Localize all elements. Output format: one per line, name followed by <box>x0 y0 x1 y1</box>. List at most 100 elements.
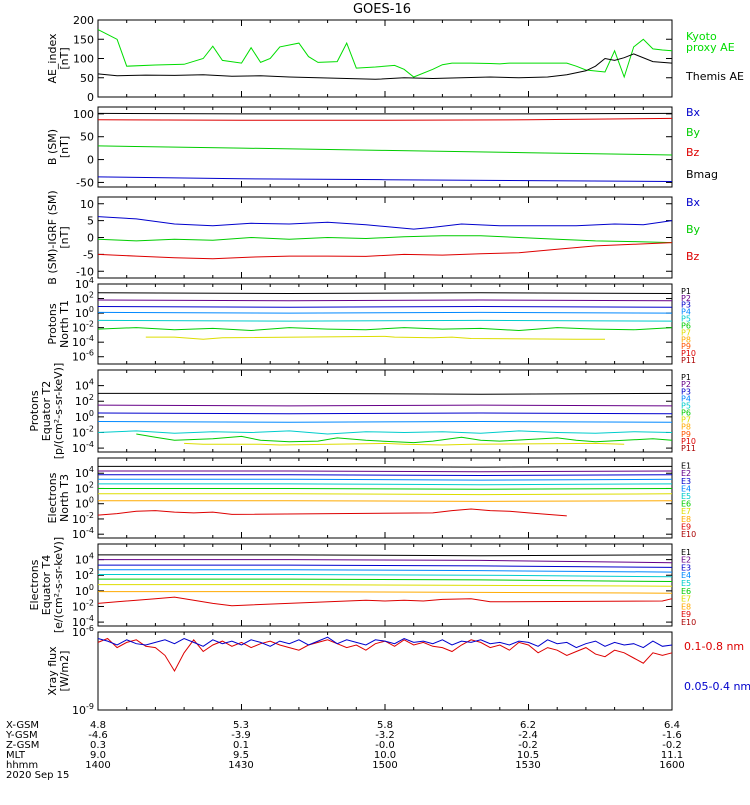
y-tick-label: 104 <box>75 276 94 291</box>
y-tick-base: 10 <box>75 293 89 306</box>
y-tick-base: 10 <box>72 426 86 439</box>
y-tick-label: 0 <box>87 154 94 167</box>
y-tick-label: 10-4 <box>72 334 94 349</box>
legend-entry: E7 <box>681 595 691 604</box>
ephemeris-value: -3.2 <box>375 730 395 741</box>
ephemeris-value: 9.0 <box>90 750 106 761</box>
y-tick-label: 50 <box>80 72 94 85</box>
legend-entry: P5 <box>681 401 691 410</box>
legend-entry: By <box>686 126 701 139</box>
y-axis-title-line: [p/(cm²-s-sr-keV)] <box>52 363 65 460</box>
series-line-bmag <box>97 112 673 115</box>
y-tick-base: 10 <box>75 380 89 393</box>
ephemeris-value: -0.2 <box>662 740 682 751</box>
y-tick-exponent: 4 <box>89 552 94 561</box>
y-axis-title-line: B (SM) <box>46 129 59 165</box>
ephemeris-value: -0.2 <box>518 740 538 751</box>
legend-entry: E5 <box>681 492 691 501</box>
y-tick-label: 100 <box>75 583 94 598</box>
series-line-by <box>97 145 673 156</box>
y-tick-base: 10 <box>75 569 89 582</box>
series-line-bx <box>97 216 673 230</box>
y-tick-exponent: -9 <box>86 702 94 711</box>
series-line-p2 <box>97 404 673 407</box>
y-tick-label: 102 <box>75 291 94 306</box>
series-line-e9 <box>97 508 567 517</box>
legend-entry: P5 <box>681 315 691 324</box>
y-tick-label: 5 <box>87 215 94 228</box>
y-tick-label: 104 <box>75 465 94 480</box>
series-line-bx <box>97 176 673 182</box>
plot-frame <box>97 283 673 365</box>
date-label: 2020 Sep 15 <box>6 770 69 781</box>
series-line-e1 <box>98 554 673 557</box>
y-tick-base: 10 <box>72 513 86 526</box>
y-tick-label: 150 <box>73 33 94 46</box>
y-tick-label: -5 <box>83 248 94 261</box>
series-line-e3 <box>98 474 673 477</box>
series-line-bz <box>97 117 673 121</box>
y-tick-exponent: 0 <box>89 583 94 592</box>
ephemeris-value: 1400 <box>85 760 110 771</box>
legend-entry: E1 <box>681 462 691 471</box>
y-tick-base: 10 <box>72 442 86 455</box>
y-axis-title-line: [e/(cm²-s-sr-keV)] <box>52 537 65 633</box>
legend-entry: Bz <box>686 146 700 159</box>
legend-entry: P6 <box>681 409 691 418</box>
y-tick-base: 10 <box>75 467 89 480</box>
legend-entry: P9 <box>681 430 691 439</box>
ephemeris-row-label: Z-GSM <box>6 740 39 751</box>
series-line-p5 <box>97 430 673 435</box>
y-tick-label: 100 <box>75 409 94 424</box>
y-tick-base: 10 <box>72 704 86 717</box>
plot-frame <box>97 457 673 539</box>
legend-entry: 0.05-0.4 nm <box>684 680 750 693</box>
y-tick-base: 10 <box>75 554 89 567</box>
y-axis-title-line: [nT] <box>58 47 71 69</box>
ephemeris-row-label: MLT <box>6 750 26 761</box>
series-line-p1 <box>97 292 673 295</box>
legend-entry: E4 <box>681 484 691 493</box>
y-tick-label: 10-4 <box>72 614 94 629</box>
y-tick-exponent: 2 <box>89 480 94 489</box>
ephemeris-value: 1500 <box>372 760 397 771</box>
y-tick-label: 10-2 <box>72 320 94 335</box>
legend-entry: P6 <box>681 321 691 330</box>
legend-entry: E8 <box>681 602 691 611</box>
series-line-p6 <box>97 327 673 332</box>
legend-entry: E3 <box>681 563 691 572</box>
legend-entry: P3 <box>681 387 691 396</box>
y-tick-base: 10 <box>72 600 86 613</box>
legend-entry: E9 <box>681 522 691 531</box>
legend-entry: Bmag <box>686 168 718 181</box>
series-line-p6 <box>136 433 673 444</box>
series-line-p2 <box>97 299 673 302</box>
y-axis-title-line: [nT] <box>58 226 71 248</box>
y-axis-title-line: Protons <box>28 390 41 431</box>
y-tick-label: 100 <box>73 108 94 121</box>
series-line-e8 <box>98 591 673 594</box>
y-tick-base: 10 <box>75 482 89 495</box>
y-tick-label: 200 <box>73 14 94 27</box>
y-tick-label: 50 <box>80 131 94 144</box>
y-tick-base: 10 <box>72 616 86 629</box>
y-tick-label: -50 <box>76 176 94 189</box>
y-axis-title-line: Xray flux <box>46 646 59 696</box>
legend-entry: proxy AE <box>686 41 735 54</box>
legend-entry: E9 <box>681 610 691 619</box>
y-tick-label: 10-4 <box>72 440 94 455</box>
series-line-e6 <box>98 488 673 490</box>
legend-entry: P8 <box>681 335 691 344</box>
legend-entry: P11 <box>681 356 696 365</box>
y-axis-title-line: North T3 <box>58 474 71 522</box>
y-tick-exponent: -2 <box>86 320 94 329</box>
y-axis-title-line: [nT] <box>58 136 71 158</box>
y-axis-title-line: [W/m2] <box>58 651 71 692</box>
ephemeris-value: 1430 <box>228 760 253 771</box>
series-line-p4 <box>97 311 673 314</box>
y-axis-title-line: North T1 <box>58 300 71 348</box>
y-tick-base: 10 <box>75 395 89 408</box>
panel-3: -10 -5 0 5 10 B (SM)-IGRF (SM) [nT] Bx By Bz <box>46 190 701 284</box>
